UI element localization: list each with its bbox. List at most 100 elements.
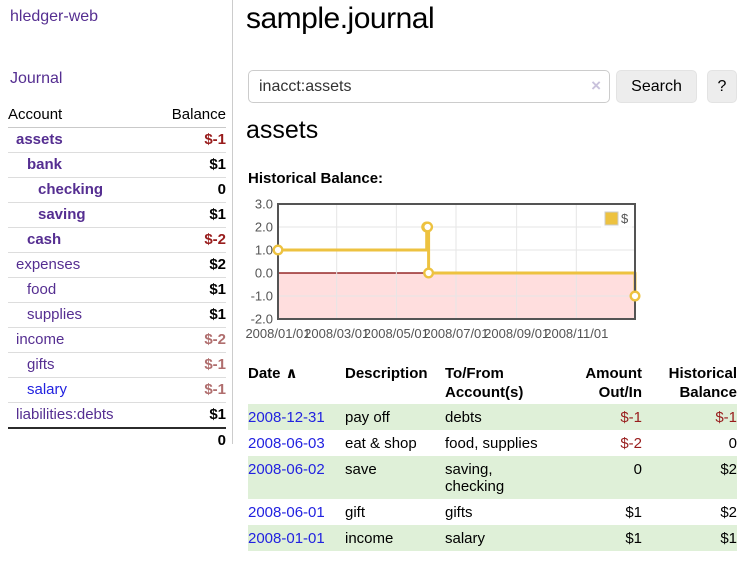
register-amount: 0 (633, 461, 642, 478)
account-link-salary[interactable]: salary (27, 381, 68, 398)
account-link-bank[interactable]: bank (27, 156, 63, 173)
register-header-balance: Historical Balance (668, 365, 737, 401)
register-description: income (345, 530, 394, 547)
help-button[interactable]: ? (707, 70, 737, 103)
account-balance: $-2 (152, 227, 226, 253)
register-header-accounts: To/From Account(s) (445, 365, 524, 401)
register-date-link[interactable]: 2008-06-01 (248, 504, 325, 521)
register-amount: $1 (625, 530, 642, 547)
account-balance: $1 (152, 202, 226, 228)
register-row: 2008-06-01 gift gifts $1 $2 (248, 499, 737, 525)
svg-text:0.0: 0.0 (255, 266, 273, 281)
register-accounts: debts (445, 409, 482, 426)
account-row: income $-2 (8, 327, 226, 353)
sort-ascending-icon: ∧ (285, 365, 298, 382)
account-balance: $1 (152, 302, 226, 328)
register-header-amount: Amount Out/In (585, 365, 642, 401)
svg-text:2008/03/01: 2008/03/01 (304, 326, 369, 341)
account-link-expenses[interactable]: expenses (16, 256, 81, 273)
search-input[interactable] (248, 70, 610, 103)
account-row: liabilities:debts $1 (8, 402, 226, 429)
svg-text:2008/01/01: 2008/01/01 (245, 326, 310, 341)
register-date-link[interactable]: 2008-01-01 (248, 530, 325, 547)
account-link-saving[interactable]: saving (38, 206, 86, 223)
accounts-total-value: 0 (217, 432, 226, 449)
register-amount: $-1 (620, 409, 642, 426)
account-balance: 0 (152, 177, 226, 203)
account-row: supplies $1 (8, 302, 226, 328)
register-accounts: food, supplies (445, 435, 538, 452)
svg-text:2008/11/01: 2008/11/01 (544, 326, 608, 341)
register-description: eat & shop (345, 435, 417, 452)
register-date-link[interactable]: 2008-12-31 (248, 409, 325, 426)
accounts-table-header: Account Balance (8, 103, 226, 128)
account-link-cash[interactable]: cash (27, 231, 62, 248)
app-brand-link[interactable]: hledger-web (10, 8, 99, 25)
sidebar-item-journal[interactable]: Journal (10, 70, 63, 87)
account-balance: $2 (152, 252, 226, 278)
account-balance: $-2 (152, 327, 226, 353)
register-accounts: salary (445, 530, 486, 547)
account-link-food[interactable]: food (27, 281, 57, 298)
register-balance: $2 (720, 504, 737, 521)
search-bar: × (248, 70, 610, 103)
sidebar: hledger-web Journal Account Balance asse… (0, 0, 233, 449)
register-row: 2008-12-31 pay off debts $-1 $-1 (248, 404, 737, 430)
account-link-income[interactable]: income (16, 331, 65, 348)
register-balance: $2 (720, 461, 737, 478)
register-balance: $1 (720, 530, 737, 547)
account-link-checking[interactable]: checking (38, 181, 104, 198)
svg-text:2008/09/01: 2008/09/01 (484, 326, 549, 341)
register-table: Date ∧ Description To/From Account(s) Amo… (248, 362, 737, 551)
register-description: pay off (345, 409, 390, 426)
chart-title: Historical Balance: (248, 170, 384, 187)
account-balance: $-1 (152, 127, 226, 153)
register-date-link[interactable]: 2008-06-02 (248, 461, 325, 478)
svg-text:$: $ (621, 211, 629, 226)
register-row: 2008-06-03 eat & shop food, supplies $-2… (248, 430, 737, 456)
svg-text:3.0: 3.0 (255, 197, 273, 212)
account-row: cash $-2 (8, 227, 226, 253)
register-header-description: Description (345, 365, 428, 382)
account-row: gifts $-1 (8, 352, 226, 378)
register-row: 2008-06-02 save saving, checking 0 $2 (248, 456, 737, 499)
svg-text:-2.0: -2.0 (251, 312, 273, 327)
clear-search-icon[interactable]: × (591, 76, 601, 95)
account-balance: $-1 (152, 377, 226, 403)
register-accounts: gifts (445, 504, 473, 521)
account-link-assets[interactable]: assets (16, 131, 63, 148)
svg-text:-1.0: -1.0 (251, 289, 273, 304)
page-title: sample.journal (246, 2, 435, 35)
account-balance: $1 (152, 402, 226, 429)
svg-text:1.0: 1.0 (255, 243, 273, 258)
register-accounts: saving, checking (445, 461, 505, 495)
register-balance: $-1 (715, 409, 737, 426)
register-header-date[interactable]: Date ∧ (248, 365, 298, 382)
account-row: food $1 (8, 277, 226, 303)
register-description: save (345, 461, 377, 478)
accounts-table: Account Balance assets $-1 bank $1 check… (8, 103, 226, 453)
account-heading: assets (246, 116, 319, 144)
account-link-supplies[interactable]: supplies (27, 306, 83, 323)
account-balance: $-1 (152, 352, 226, 378)
balance-column-header: Balance (152, 103, 226, 128)
svg-text:2.0: 2.0 (255, 220, 273, 235)
register-description: gift (345, 504, 366, 521)
account-row: expenses $2 (8, 252, 226, 278)
search-button[interactable]: Search (616, 70, 697, 103)
historical-balance-chart: $3.0 2.0 1.0 0.0 -1.0 -2.02008/01/012008/03/0… (245, 197, 641, 341)
register-amount: $1 (625, 504, 642, 521)
account-link-liabilities-debts[interactable]: liabilities:debts (16, 406, 114, 423)
account-link-gifts[interactable]: gifts (27, 356, 55, 373)
account-row: checking 0 (8, 177, 226, 203)
svg-text:2008/05/01: 2008/05/01 (364, 326, 429, 341)
register-header-row: Date ∧ Description To/From Account(s) Amo… (248, 362, 737, 404)
account-balance: $1 (152, 277, 226, 303)
accounts-total-row: 0 (8, 428, 226, 453)
register-date-link[interactable]: 2008-06-03 (248, 435, 325, 452)
account-column-header: Account (8, 103, 153, 128)
account-row: bank $1 (8, 152, 226, 178)
account-row: salary $-1 (8, 377, 226, 403)
register-amount: $-2 (620, 435, 642, 452)
account-row: saving $1 (8, 202, 226, 228)
